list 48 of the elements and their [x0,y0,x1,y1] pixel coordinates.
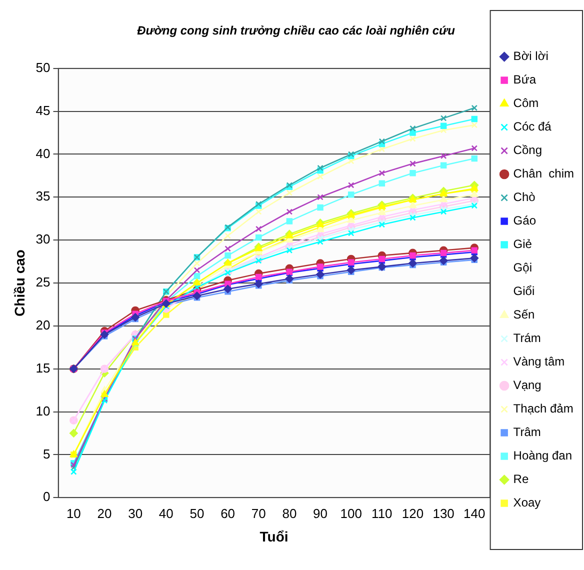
y-tick-label: 35 [36,188,50,204]
legend-label: Sến [513,308,535,322]
legend-label: Bời lời [513,49,548,64]
text: Giổi [513,284,535,298]
y-tick-label: 15 [36,360,50,376]
legend-label: Gáo [513,214,536,228]
legend-label: Vàng tâm [513,354,565,369]
x-tick-label: 70 [251,506,266,521]
y-tick-label: 45 [36,102,50,118]
legend-label: Vạng [513,378,542,392]
y-tick-label: 10 [36,403,50,418]
x-tick-label: 130 [432,506,454,521]
chart-title: Đường cong sinh trưởng chiều cao các loài nghiên cứu [137,24,456,38]
legend-label: Hoàng đan [513,448,572,463]
y-tick-label: 25 [36,274,50,290]
x-tick-label: 110 [372,506,392,521]
y-tick-label: 5 [43,446,50,462]
x-tick-label: 90 [313,506,328,521]
legend-label: Chò [513,190,536,204]
y-tick-label: 50 [36,60,50,75]
legend-label: Re [513,472,529,486]
x-tick-label: 10 [66,506,81,521]
legend-label: Côm [513,96,539,110]
legend-label: Cóc đá [513,120,552,134]
x-tick-label: 140 [464,506,486,521]
x-tick-label: 40 [158,506,174,521]
y-axis-title: Chiều cao [11,250,28,316]
legend-label: Chân chim [513,166,574,181]
x-tick-label: 120 [402,506,424,521]
x-tick-label: 80 [282,506,297,521]
x-axis-title: Tuổi [260,528,288,544]
text: Gội [513,260,532,275]
x-tick-label: 100 [340,506,362,521]
legend-label: Bứa [513,72,536,87]
legend-label: Giẻ [513,237,532,252]
legend-label: Trâm [513,425,541,440]
y-tick-label: 40 [36,146,50,161]
legend-label: Thạch đảm [513,402,574,416]
x-tick-label: 30 [128,506,143,521]
y-tick-label: 30 [36,232,50,247]
legend-label: Cồng [513,143,542,158]
legend-label: Trám [513,331,541,346]
x-tick-label: 60 [220,506,236,521]
x-tick-label: 20 [97,506,112,521]
x-tick-label: 50 [190,506,204,521]
y-tick-label: 20 [36,318,50,332]
legend-label: Xoay [513,496,541,510]
y-tick-label: 0 [43,489,50,504]
